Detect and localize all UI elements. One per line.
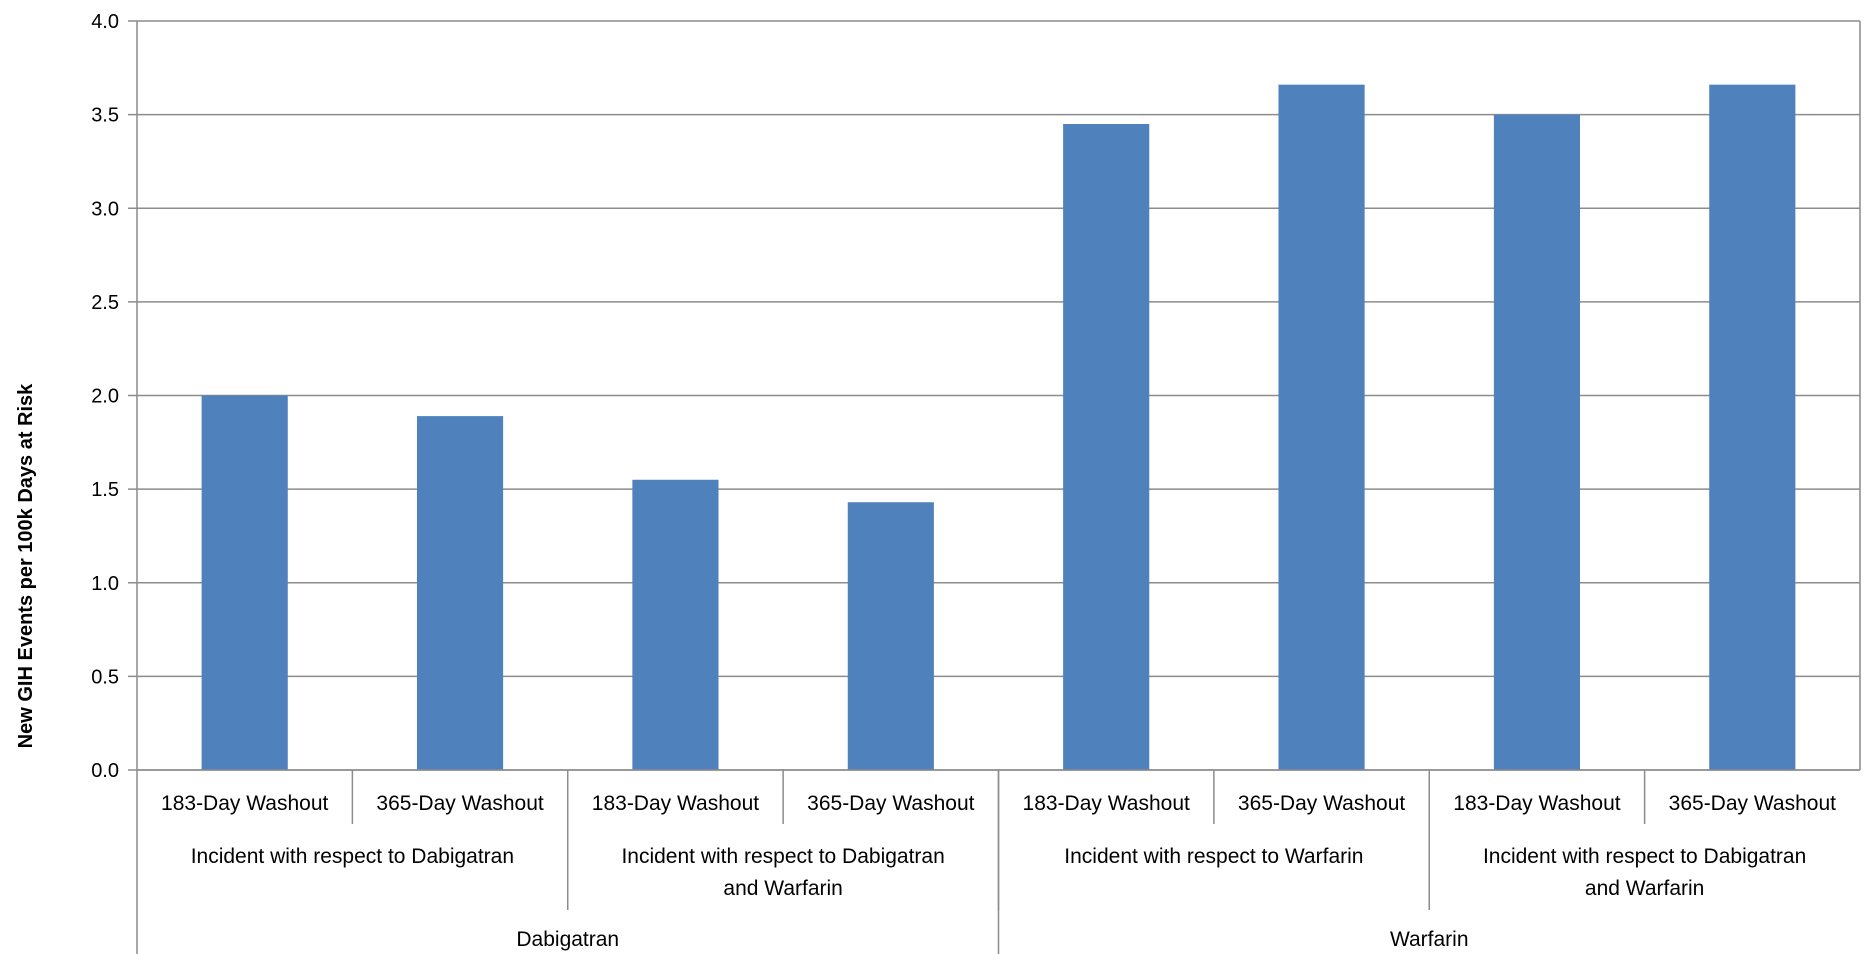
bar xyxy=(1493,114,1581,770)
category-label: 183-Day Washout xyxy=(1453,792,1620,815)
bar xyxy=(416,416,504,770)
bars xyxy=(201,84,1796,771)
bar xyxy=(632,479,719,770)
bar xyxy=(847,502,934,770)
category-label: 365-Day Washout xyxy=(376,792,543,815)
y-axis-title: New GIH Events per 100k Days at Risk xyxy=(15,383,37,748)
category-label: 183-Day Washout xyxy=(161,792,328,815)
top-group-label: Warfarin xyxy=(1390,928,1469,951)
group-label: and Warfarin xyxy=(723,877,842,900)
category-label: 365-Day Washout xyxy=(807,792,974,815)
category-label: 365-Day Washout xyxy=(1669,792,1836,815)
bar xyxy=(1278,84,1365,771)
y-tick-labels: 0.0 0.5 1.0 1.5 2.0 2.5 3.0 3.5 4.0 xyxy=(91,11,119,782)
y-tick-label: 3.0 xyxy=(91,198,119,220)
group-label: Incident with respect to Dabigatran xyxy=(621,845,944,868)
category-label: 183-Day Washout xyxy=(1023,792,1190,815)
y-tick-label: 1.0 xyxy=(91,573,119,595)
bar xyxy=(1063,123,1150,771)
bar xyxy=(201,395,288,770)
y-tick-label: 0.5 xyxy=(91,666,119,688)
category-label: 183-Day Washout xyxy=(592,792,759,815)
y-tick-label: 0.0 xyxy=(91,760,119,782)
y-tick-label: 1.5 xyxy=(91,479,119,501)
group-label: and Warfarin xyxy=(1585,877,1704,900)
category-label: 365-Day Washout xyxy=(1238,792,1405,815)
y-tick-label: 2.5 xyxy=(91,292,119,314)
y-tick-label: 3.5 xyxy=(91,105,119,127)
top-group-label: Dabigatran xyxy=(516,928,619,951)
y-tick-label: 4.0 xyxy=(91,11,119,33)
gridlines xyxy=(128,20,1860,771)
group-label: Incident with respect to Dabigatran xyxy=(191,845,514,868)
bar xyxy=(1709,84,1796,771)
group-label: Incident with respect to Warfarin xyxy=(1064,845,1363,868)
category-labels: 183-Day Washout 365-Day Washout 183-Day Wa… xyxy=(161,770,1836,954)
group-label: Incident with respect to Dabigatran xyxy=(1483,845,1806,868)
y-tick-label: 2.0 xyxy=(91,386,119,408)
